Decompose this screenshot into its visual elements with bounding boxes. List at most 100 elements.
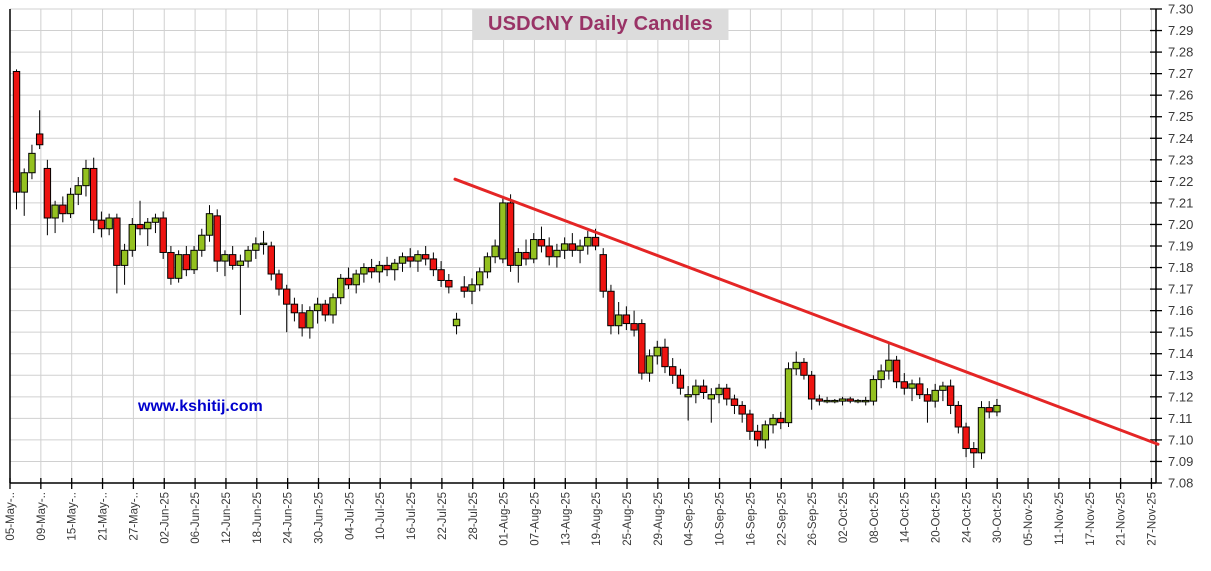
candle <box>90 157 98 234</box>
x-tick-label: 18-Jun-25 <box>252 492 264 544</box>
candle-body <box>977 407 986 454</box>
candle-body <box>939 385 947 391</box>
candle-body <box>352 273 360 286</box>
candle-body <box>530 239 538 260</box>
candle-body <box>105 217 113 230</box>
candle-body <box>120 249 129 266</box>
x-tick-label: 05-May-.. <box>5 492 17 541</box>
x-tick-label: 29-Aug-25 <box>653 492 665 546</box>
x-tick-label: 16-Jul-25 <box>406 492 418 540</box>
candle-body <box>815 398 824 402</box>
candle <box>638 319 646 380</box>
x-tick-label: 15-May-.. <box>67 492 79 541</box>
candle <box>190 246 198 275</box>
candle <box>831 398 839 404</box>
y-tick-label: 7.21 <box>1168 195 1193 210</box>
y-tick-label: 7.13 <box>1168 368 1193 383</box>
candle-body <box>329 297 337 316</box>
candle <box>931 383 939 408</box>
x-tick-label: 02-Oct-25 <box>838 492 850 543</box>
candle <box>144 217 152 246</box>
y-tick-label: 7.14 <box>1168 346 1193 361</box>
candle <box>661 338 669 374</box>
candle-body <box>360 267 368 275</box>
candle-body <box>398 256 407 264</box>
candle <box>244 246 252 268</box>
x-tick-label: 10-Jul-25 <box>375 492 387 540</box>
candle-body <box>460 286 468 292</box>
candle-body <box>777 417 785 424</box>
candle <box>669 358 677 384</box>
candle-body <box>198 234 206 251</box>
candle <box>900 373 908 395</box>
candle <box>198 228 206 257</box>
candle <box>560 237 569 259</box>
candle-body <box>406 256 414 262</box>
x-tick-label: 16-Sep-25 <box>745 492 757 546</box>
x-tick-label: 10-Sep-25 <box>715 492 727 546</box>
candle-body <box>962 426 970 450</box>
candle <box>530 233 538 264</box>
candle-body <box>807 374 816 400</box>
candle <box>939 381 947 402</box>
x-tick-label: 04-Jul-25 <box>344 492 356 540</box>
candle <box>228 246 237 270</box>
candle-body <box>946 385 955 406</box>
candle <box>946 379 955 415</box>
candle <box>337 274 345 305</box>
candle-body <box>429 258 438 271</box>
candle-body <box>630 323 638 331</box>
candle-body <box>692 385 700 396</box>
candle-body <box>244 249 252 262</box>
candle <box>746 409 754 440</box>
candle <box>784 362 793 427</box>
x-tick-label: 25-Aug-25 <box>622 492 634 546</box>
x-tick-label: 14-Oct-25 <box>900 492 912 543</box>
candle <box>792 351 800 376</box>
candle-body <box>35 133 44 146</box>
y-tick-label: 7.15 <box>1168 325 1193 340</box>
candle <box>437 261 445 287</box>
candle-body <box>707 394 715 400</box>
y-tick-label: 7.22 <box>1168 174 1193 189</box>
candle <box>553 243 561 268</box>
candle <box>321 299 330 322</box>
candle-body <box>213 215 221 262</box>
candle <box>908 379 916 402</box>
candle <box>954 401 963 434</box>
candle-body <box>267 245 275 275</box>
candle <box>429 252 438 277</box>
candle <box>869 375 878 406</box>
y-tick-label: 7.26 <box>1168 88 1193 103</box>
candle-body <box>568 243 577 251</box>
candle <box>676 368 685 395</box>
y-tick-label: 7.18 <box>1168 260 1193 275</box>
candle-body <box>638 323 646 374</box>
x-tick-label: 01-Aug-25 <box>499 492 511 546</box>
candle <box>761 420 770 449</box>
candle-body <box>908 383 916 389</box>
candle <box>383 256 391 277</box>
candle <box>97 211 106 238</box>
candle <box>985 401 993 419</box>
candle-body <box>437 269 445 281</box>
candle-body <box>491 245 499 258</box>
candle-body <box>275 273 283 290</box>
x-tick-label: 30-Oct-25 <box>992 492 1004 543</box>
candle-body <box>421 254 430 260</box>
candle-body <box>182 254 191 271</box>
candle <box>51 200 59 234</box>
candle <box>823 396 831 404</box>
candle-body <box>676 374 685 389</box>
candle <box>730 394 739 415</box>
candle-body <box>144 221 152 230</box>
trendline <box>453 177 1160 446</box>
candle <box>43 159 52 236</box>
candle-body <box>970 448 978 454</box>
candle-body <box>862 399 870 403</box>
candle-body <box>468 284 476 292</box>
candle <box>892 355 901 389</box>
candles-layer <box>12 69 1001 468</box>
candle-body <box>792 361 800 370</box>
